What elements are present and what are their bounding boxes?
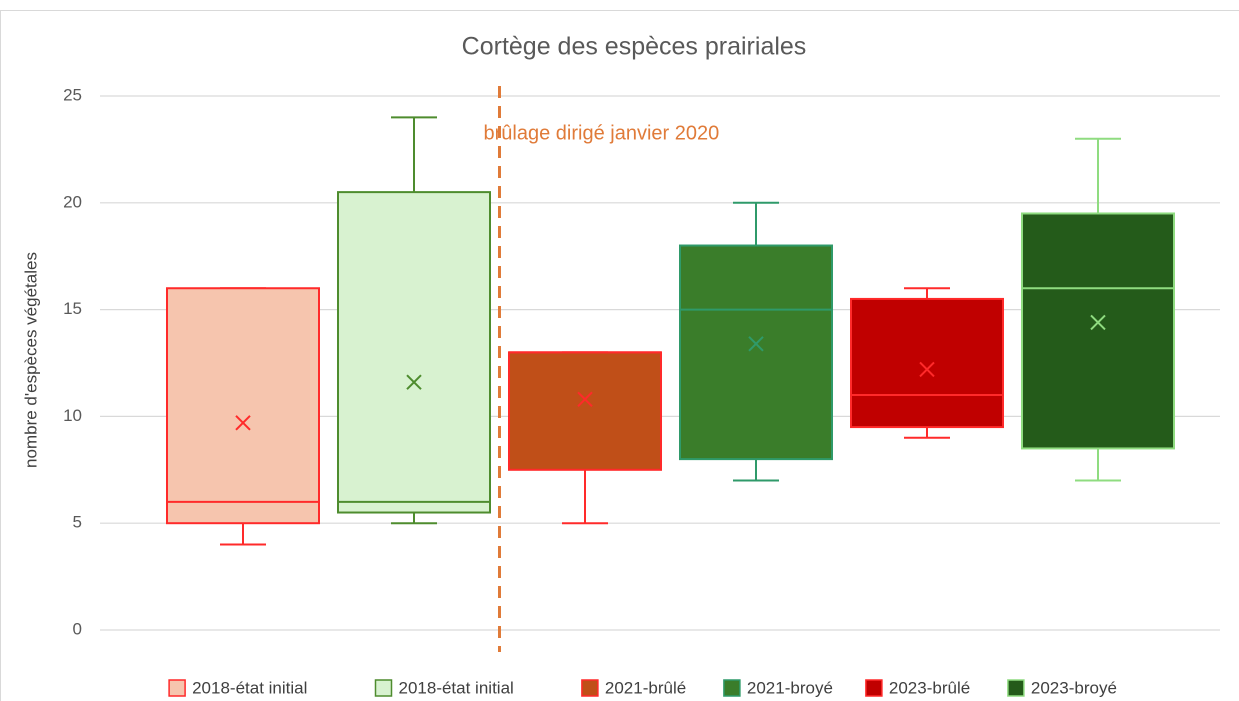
box <box>166 287 320 525</box>
legend-label: 2023-broyé <box>1031 678 1117 697</box>
y-tick-label: 20 <box>63 192 82 211</box>
legend-label: 2021-brûlé <box>605 678 686 697</box>
legend-swatch <box>374 679 393 697</box>
annotation: brûlage dirigé janvier 2020 <box>484 122 720 144</box>
legend-swatch <box>1007 679 1025 697</box>
chart-title: Cortège des espèces prairiales <box>462 33 807 61</box>
chart-frame <box>0 10 1239 701</box>
box <box>679 244 833 461</box>
box <box>1021 212 1175 450</box>
legend-swatch <box>581 679 599 697</box>
y-tick-label: 5 <box>73 513 82 532</box>
y-tick-label: 25 <box>63 85 82 104</box>
legend-label: 2018-état initial <box>399 678 514 697</box>
mean-marker <box>748 336 764 352</box>
y-axis-label: nombre d'espèces végétales <box>21 252 40 468</box>
y-tick-label: 10 <box>63 406 82 425</box>
box <box>508 351 662 471</box>
legend-label: 2018-état initial <box>192 678 307 697</box>
mean-marker <box>919 361 935 378</box>
mean-marker <box>577 391 593 408</box>
box <box>850 297 1004 429</box>
box <box>337 191 491 514</box>
legend-swatch <box>723 679 741 697</box>
legend-label: 2021-broyé <box>747 678 833 697</box>
mean-marker <box>235 415 251 431</box>
mean-marker <box>406 374 422 390</box>
y-tick-label: 0 <box>73 619 82 638</box>
legend-label: 2023-brûlé <box>889 678 970 697</box>
y-tick-label: 15 <box>63 299 82 318</box>
legend-swatch <box>168 679 186 697</box>
mean-marker <box>1090 314 1106 331</box>
legend-swatch <box>865 679 883 697</box>
